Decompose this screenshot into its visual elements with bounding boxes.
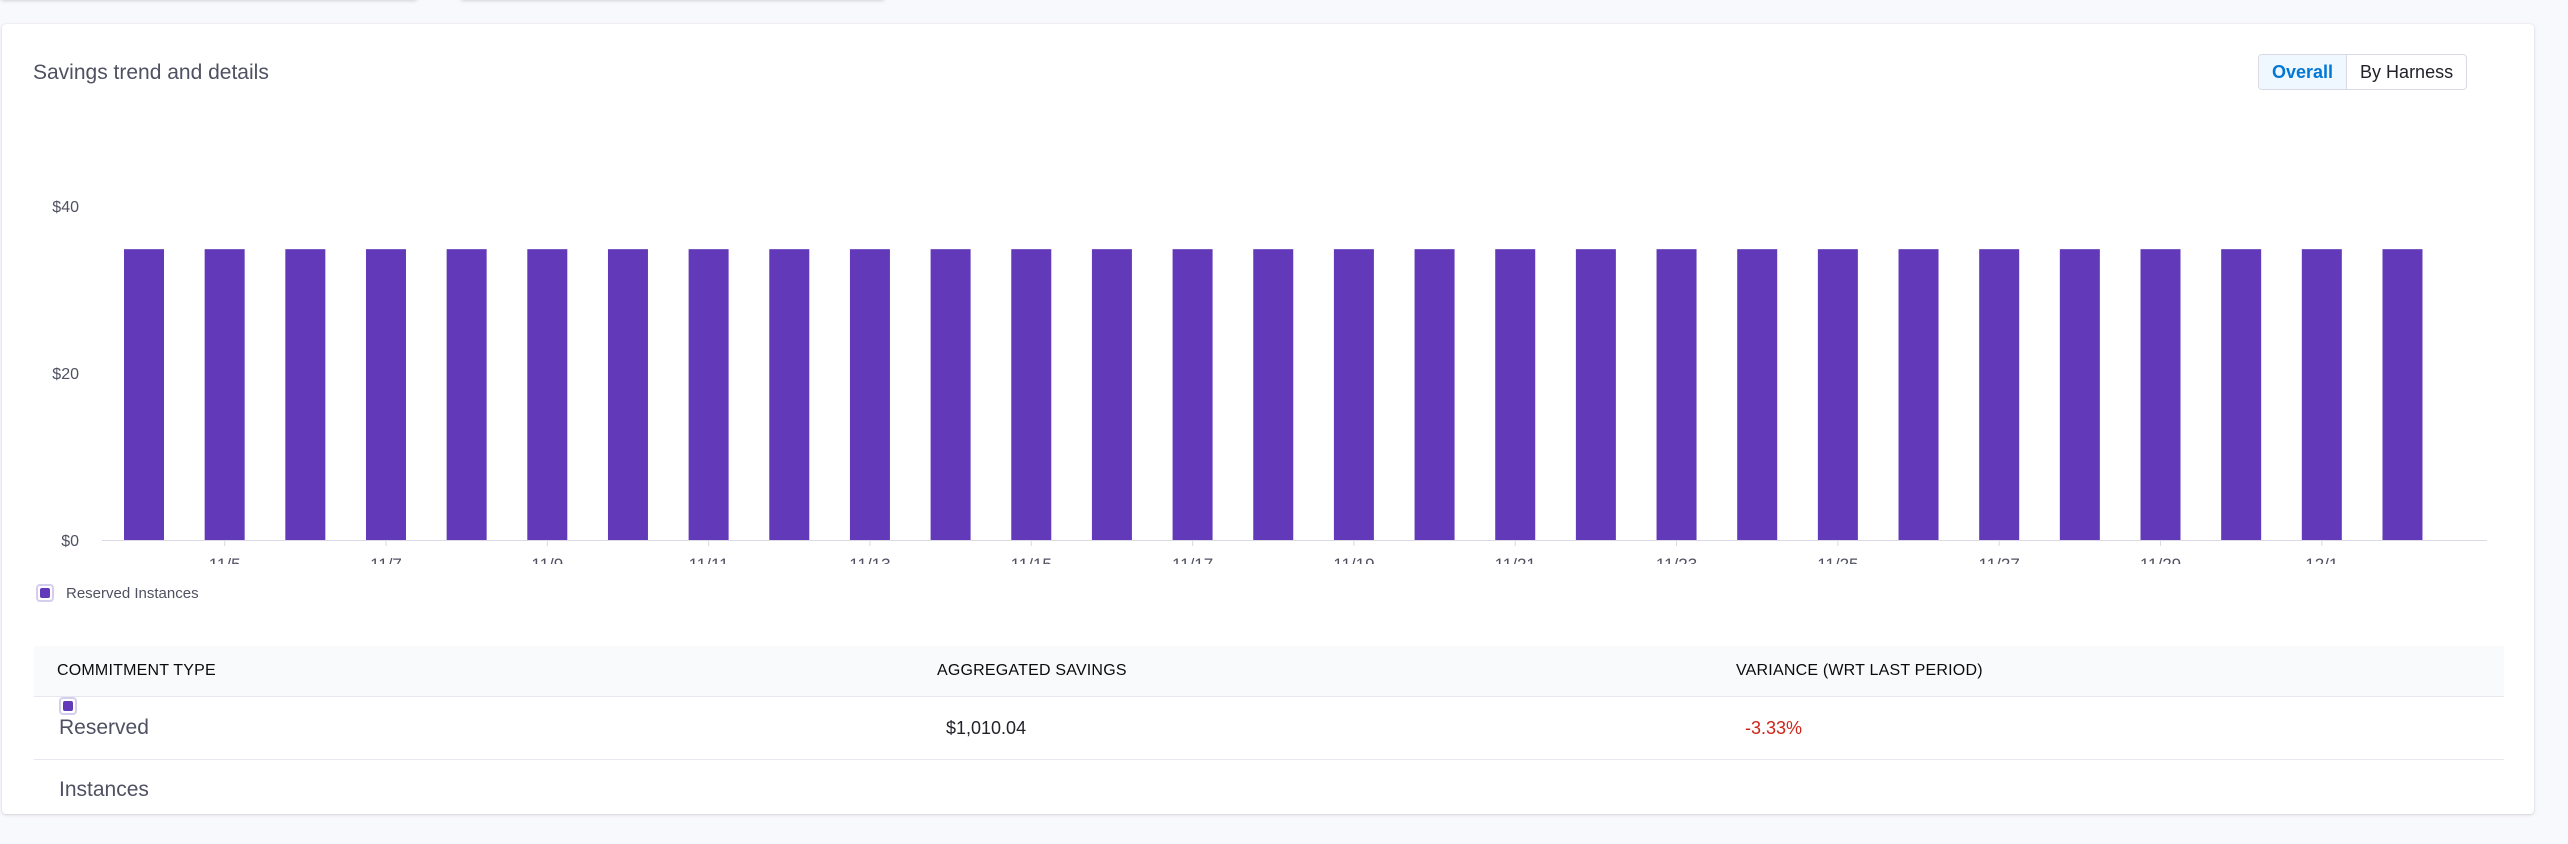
chart-legend: Reserved Instances <box>36 584 199 602</box>
bar-12-1[interactable] <box>2301 249 2342 540</box>
x-tick-label: 11/7 <box>370 555 402 564</box>
x-tick-label: 12/1 <box>2305 555 2338 564</box>
bar-11-28[interactable] <box>2059 249 2100 540</box>
bar-11-30[interactable] <box>2221 249 2262 540</box>
bar-11-4[interactable] <box>124 249 164 540</box>
row-variance: -3.33% <box>1745 718 1803 738</box>
view-toggle: Overall By Harness <box>2258 54 2468 90</box>
bar-11-5[interactable] <box>204 249 245 540</box>
bar-11-11[interactable] <box>688 249 729 540</box>
x-tick-label: 11/29 <box>2140 555 2181 564</box>
legend-item-reserved-instances[interactable]: Reserved Instances <box>66 584 199 602</box>
savings-bar-chart: $0 $20 $40 11/5 11/7 11/9 11/11 11/13 11/15 11/17… <box>52 199 2487 564</box>
bar-11-7[interactable] <box>365 249 406 540</box>
toggle-overall[interactable]: Overall <box>2259 55 2348 89</box>
header-aggregated-savings[interactable]: AGGREGATED SAVINGS <box>937 662 1127 679</box>
panel-title: Savings trend and details <box>33 61 269 84</box>
bar-11-8[interactable] <box>446 249 487 540</box>
table-row: Reserved Instances $1,010.04 -3.33% <box>34 697 2504 801</box>
y-tick-label: $0 <box>61 533 79 550</box>
x-tick-label: 11/15 <box>1011 555 1052 564</box>
bar-11-9[interactable] <box>527 249 568 540</box>
y-tick-label: $40 <box>52 199 79 216</box>
bar-11-26[interactable] <box>1898 249 1939 540</box>
x-tick-label: 11/17 <box>1172 555 1213 564</box>
savings-trend-panel: Savings trend and details Overall By Har… <box>2 24 2534 814</box>
bar-11-10[interactable] <box>607 249 648 540</box>
row-type-label: Reserved Instances <box>59 716 149 801</box>
x-tick-label: 11/27 <box>1979 555 2020 564</box>
toggle-by-harness[interactable]: By Harness <box>2360 62 2454 82</box>
bar-11-6[interactable] <box>285 249 326 540</box>
bar-11-13[interactable] <box>849 249 890 540</box>
x-tick-label: 11/25 <box>1817 555 1858 564</box>
bar-11-14[interactable] <box>930 249 971 540</box>
bar-11-27[interactable] <box>1979 249 2020 540</box>
x-tick-label: 11/9 <box>531 555 563 564</box>
savings-table: COMMITMENT TYPE AGGREGATED SAVINGS VARIA… <box>34 646 2504 801</box>
bar-11-18[interactable] <box>1253 249 1294 540</box>
row-swatch <box>59 697 77 715</box>
bar-11-29[interactable] <box>2140 249 2181 540</box>
header-commitment-type[interactable]: COMMITMENT TYPE <box>57 662 216 679</box>
bar-12-2[interactable] <box>2382 249 2423 540</box>
bar-11-16[interactable] <box>1091 249 1132 540</box>
bar-11-22[interactable] <box>1575 249 1616 540</box>
x-tick-label: 11/13 <box>849 555 890 564</box>
x-tick-label: 11/5 <box>209 555 241 564</box>
top-summary-cards <box>0 0 2568 14</box>
x-tick-label: 11/11 <box>689 555 729 564</box>
bar-11-21[interactable] <box>1495 249 1536 540</box>
y-tick-label: $20 <box>52 366 79 383</box>
bar-11-17[interactable] <box>1172 249 1213 540</box>
bar-11-15[interactable] <box>1011 249 1052 540</box>
x-tick-label: 11/23 <box>1656 555 1697 564</box>
bar-11-23[interactable] <box>1656 249 1697 540</box>
bar-11-24[interactable] <box>1737 249 1778 540</box>
bar-11-12[interactable] <box>769 249 810 540</box>
x-tick-label: 11/21 <box>1495 555 1536 564</box>
header-variance[interactable]: VARIANCE (WRT LAST PERIOD) <box>1736 662 1983 679</box>
bar-11-20[interactable] <box>1414 249 1455 540</box>
legend-swatch[interactable] <box>36 584 54 602</box>
x-tick-label: 11/19 <box>1333 555 1374 564</box>
row-aggregated-savings: $1,010.04 <box>946 718 1027 738</box>
table-header: COMMITMENT TYPE AGGREGATED SAVINGS VARIA… <box>34 646 2504 697</box>
bar-11-19[interactable] <box>1333 249 1374 540</box>
bar-11-25[interactable] <box>1817 249 1858 540</box>
